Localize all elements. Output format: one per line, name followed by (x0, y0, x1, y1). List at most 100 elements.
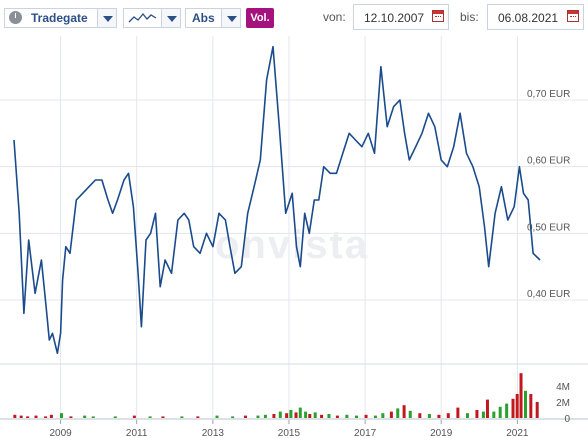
volume-bar (408, 410, 412, 418)
to-label: bis: (460, 10, 479, 24)
to-date-value: 06.08.2021 (498, 11, 559, 25)
exchange-select[interactable]: Tradegate (4, 8, 117, 28)
volume-bar (381, 413, 385, 418)
volume-bar (492, 411, 496, 418)
scale-dropdown-button[interactable] (221, 8, 241, 28)
volume-bar (132, 415, 136, 418)
volume-bar (44, 416, 48, 418)
exchange-dropdown-button[interactable] (97, 8, 117, 28)
volume-toggle-button[interactable]: Vol. (246, 8, 274, 28)
volume-bar (26, 416, 30, 418)
x-axis-labels: 2009 2011 2013 2015 2017 2019 2021 (49, 428, 528, 438)
volume-bar (456, 407, 460, 418)
volume-bar (446, 413, 450, 418)
clock-icon (9, 11, 22, 24)
volume-bar (498, 406, 502, 418)
volume-bar (335, 415, 339, 418)
volume-bar (69, 416, 73, 418)
volume-bar (437, 414, 441, 418)
chart-type-select[interactable] (123, 8, 181, 28)
volume-bar (148, 416, 152, 418)
chevron-down-icon (167, 16, 177, 22)
volume-bar (373, 415, 377, 418)
volume-bar (511, 398, 515, 418)
volume-bar (34, 415, 38, 418)
x-tick-label: 2019 (430, 428, 453, 438)
volume-tick-label: 4M (556, 382, 570, 393)
volume-bar (180, 416, 184, 418)
chart-grid (0, 36, 588, 424)
chart-type-dropdown-button[interactable] (161, 8, 181, 28)
to-date-field[interactable]: 06.08.2021 (487, 4, 584, 30)
volume-bar (402, 405, 406, 418)
volume-bar (418, 413, 422, 418)
volume-bar (535, 402, 539, 418)
volume-bar (364, 414, 368, 418)
volume-bar (19, 415, 23, 418)
volume-bar (231, 416, 235, 418)
volume-bar (427, 414, 431, 418)
exchange-label: Tradegate (31, 11, 88, 25)
x-tick-label: 2013 (202, 428, 225, 438)
volume-bar (289, 410, 293, 418)
x-tick-label: 2021 (506, 428, 529, 438)
y-tick-label: 0,40 EUR (527, 289, 570, 300)
watermark-logo: onvista (215, 223, 369, 267)
volume-bar (327, 414, 331, 418)
volume-bar (304, 411, 308, 418)
volume-bar (263, 414, 267, 418)
volume-axis-labels: 4M 2M 0 (556, 382, 570, 425)
volume-bar (83, 415, 87, 418)
volume-bar (278, 411, 282, 418)
volume-bar (396, 408, 400, 418)
volume-bar (519, 373, 523, 418)
from-date-value: 12.10.2007 (364, 11, 425, 25)
x-tick-label: 2015 (278, 428, 301, 438)
chevron-down-icon (103, 16, 113, 22)
volume-tick-label: 0 (564, 414, 570, 425)
volume-bar (196, 416, 200, 418)
volume-bar (256, 415, 260, 418)
volume-bar (524, 390, 528, 418)
volume-bar (308, 414, 312, 418)
y-axis-labels: 0,40 EUR 0,50 EUR 0,60 EUR 0,70 EUR (527, 89, 570, 300)
volume-bar (161, 416, 165, 418)
volume-bar (485, 399, 489, 418)
calendar-icon[interactable] (432, 10, 444, 22)
volume-bar (272, 414, 276, 418)
volume-bar (389, 411, 393, 418)
volume-bar (354, 415, 358, 418)
volume-bar (294, 412, 298, 418)
volume-bar (49, 414, 53, 418)
scale-label: Abs (192, 11, 215, 25)
volume-tick-label: 2M (556, 398, 570, 409)
calendar-icon[interactable] (567, 10, 579, 22)
volume-bar (215, 415, 219, 418)
price-line (13, 45, 541, 355)
y-tick-label: 0,50 EUR (527, 222, 570, 233)
x-tick-label: 2017 (354, 428, 377, 438)
volume-bar (481, 411, 485, 418)
volume-bar (60, 413, 64, 418)
scale-select[interactable]: Abs (185, 8, 241, 28)
volume-bar (515, 394, 519, 418)
volume-bar (345, 414, 349, 418)
from-date-field[interactable]: 12.10.2007 (353, 4, 449, 30)
y-tick-label: 0,60 EUR (527, 156, 570, 167)
volume-bar (465, 413, 469, 418)
chevron-down-icon (227, 16, 237, 22)
volume-bar (320, 414, 324, 418)
line-chart-icon (128, 12, 157, 23)
chart-toolbar: Tradegate Abs Vol. von: 12.10.2007 bis: … (0, 0, 588, 36)
volume-bar (285, 413, 289, 418)
volume-bar (529, 394, 533, 418)
volume-bar (505, 403, 509, 418)
volume-bars (13, 373, 539, 418)
volume-bar (113, 416, 117, 418)
volume-bar (243, 415, 247, 418)
volume-bar (91, 416, 95, 418)
x-tick-label: 2009 (49, 428, 72, 438)
volume-bar (313, 412, 317, 418)
volume-bar (475, 410, 479, 418)
